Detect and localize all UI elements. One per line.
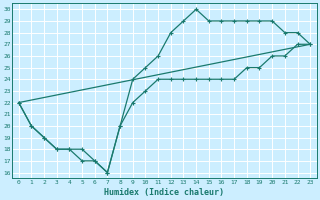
X-axis label: Humidex (Indice chaleur): Humidex (Indice chaleur) xyxy=(104,188,224,197)
